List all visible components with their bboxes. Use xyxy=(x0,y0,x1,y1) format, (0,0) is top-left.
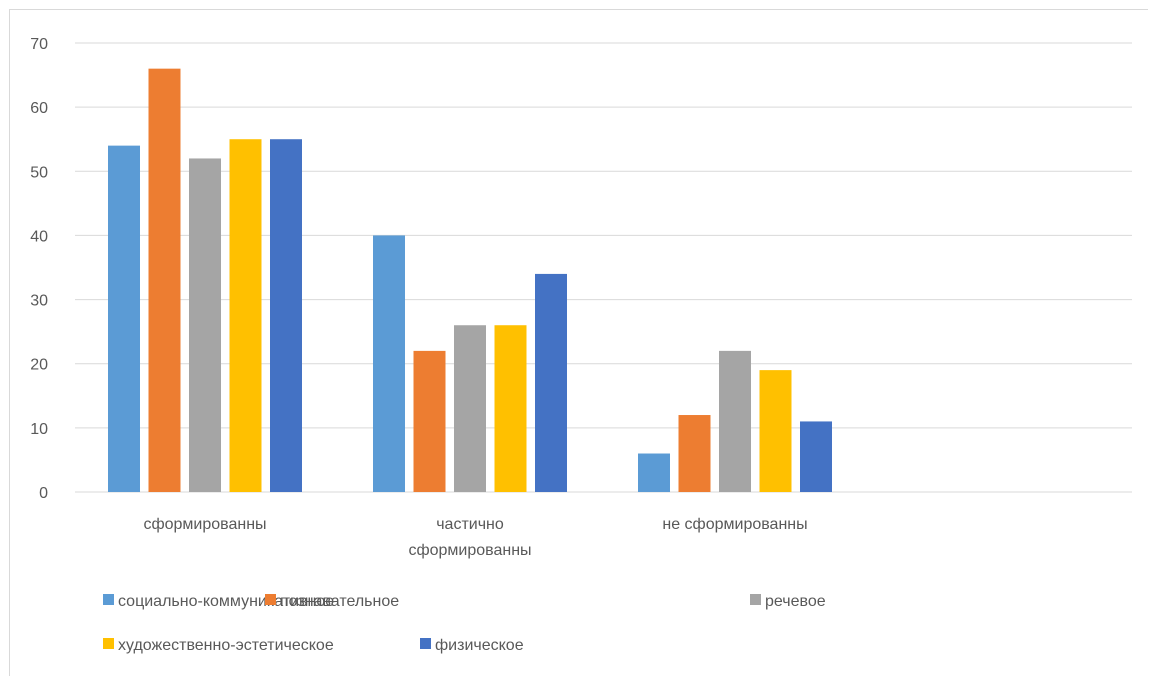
bar xyxy=(535,273,567,492)
bar xyxy=(108,145,140,492)
category-labels: сформированны частично сформированны не сфо… xyxy=(143,516,807,559)
y-tick-label: 40 xyxy=(30,228,48,245)
bar xyxy=(494,325,527,492)
bar xyxy=(719,350,751,492)
bar xyxy=(413,350,446,492)
bar xyxy=(373,235,405,492)
legend-swatch xyxy=(103,638,114,649)
category-label: не сформированны xyxy=(662,516,807,533)
gridlines xyxy=(75,42,1132,493)
legend-swatch xyxy=(103,594,114,605)
y-tick-label: 30 xyxy=(30,293,48,310)
bar xyxy=(270,139,302,492)
y-tick-label: 70 xyxy=(30,36,48,53)
legend-swatch xyxy=(750,594,761,605)
y-tick-label: 0 xyxy=(39,485,48,502)
y-axis-ticks: 0 10 20 30 40 50 60 70 xyxy=(30,36,48,502)
bar xyxy=(800,421,832,492)
bar xyxy=(638,453,670,492)
category-label: сформированны xyxy=(143,516,266,533)
y-tick-label: 10 xyxy=(30,421,48,438)
bar xyxy=(189,158,221,492)
y-tick-label: 50 xyxy=(30,164,48,181)
y-tick-label: 20 xyxy=(30,357,48,374)
category-label: частично сформированны xyxy=(408,516,531,559)
bar xyxy=(229,139,262,492)
legend-entry: познавательное xyxy=(280,593,399,610)
legend-entry: физическое xyxy=(435,637,524,654)
chart-frame xyxy=(9,9,1148,676)
bar xyxy=(148,68,181,493)
bar xyxy=(759,370,792,492)
legend-entry: речевое xyxy=(765,593,826,610)
legend-swatch xyxy=(265,594,276,605)
bars xyxy=(108,68,832,493)
legend-swatch xyxy=(420,638,431,649)
bar xyxy=(678,415,711,492)
bar xyxy=(454,325,486,492)
legend-entry: художественно-эстетическое xyxy=(118,637,334,654)
y-tick-label: 60 xyxy=(30,100,48,117)
legend-entry: социально-коммуникативное xyxy=(118,593,334,610)
